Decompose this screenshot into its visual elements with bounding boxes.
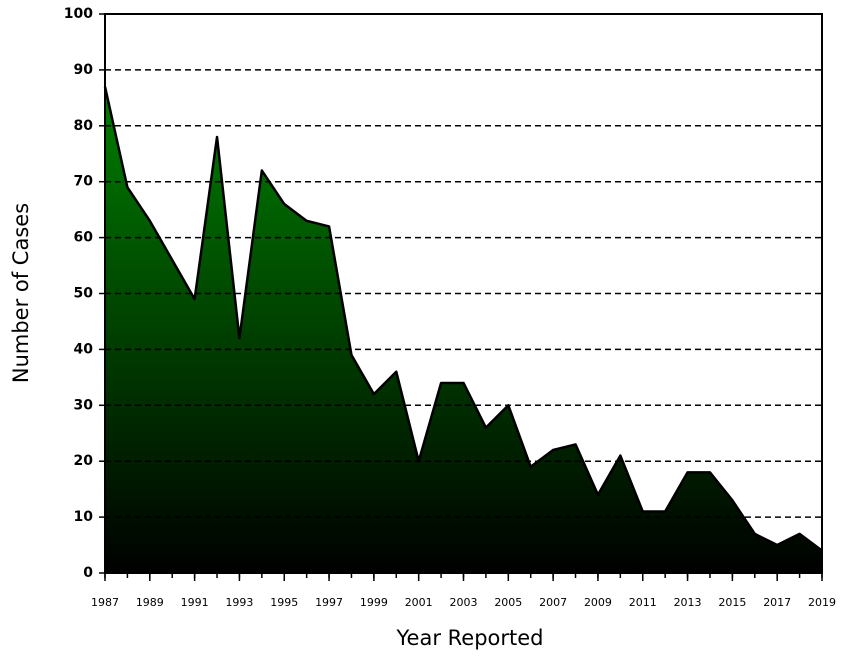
x-tick-label: 2017 (763, 596, 791, 609)
x-tick-label: 1999 (360, 596, 388, 609)
x-tick-label: 1991 (181, 596, 209, 609)
x-tick-label: 2001 (405, 596, 433, 609)
y-tick-label: 60 (74, 230, 94, 246)
x-tick-label: 2003 (450, 596, 478, 609)
x-axis-title: Year Reported (396, 626, 544, 650)
y-tick-label: 10 (74, 509, 94, 525)
x-tick-label: 1989 (136, 596, 164, 609)
y-tick-label: 100 (64, 6, 93, 22)
x-tick-label: 2015 (718, 596, 746, 609)
x-tick-label: 2007 (539, 596, 567, 609)
x-tick-label: 2009 (584, 596, 612, 609)
area-fill (105, 86, 822, 574)
x-tick-label: 1993 (225, 596, 253, 609)
x-tick-label: 1987 (91, 596, 119, 609)
x-tick-label: 1997 (315, 596, 343, 609)
y-tick-label: 80 (74, 118, 94, 134)
y-tick-label: 50 (74, 286, 94, 302)
y-tick-label: 90 (74, 62, 94, 78)
x-tick-label: 1995 (270, 596, 298, 609)
plot-frame (104, 13, 823, 574)
y-tick-label: 0 (83, 565, 93, 581)
x-tick-label: 2005 (494, 596, 522, 609)
y-tick-label: 70 (74, 174, 94, 190)
x-tick-label: 2011 (629, 596, 657, 609)
y-tick-label: 30 (74, 397, 94, 413)
x-tick-label: 2019 (808, 596, 836, 609)
y-axis-title: Number of Cases (9, 203, 33, 383)
y-tick-label: 40 (74, 341, 94, 357)
x-tick-label: 2013 (674, 596, 702, 609)
y-tick-label: 20 (74, 453, 94, 469)
area-line (103, 86, 823, 552)
